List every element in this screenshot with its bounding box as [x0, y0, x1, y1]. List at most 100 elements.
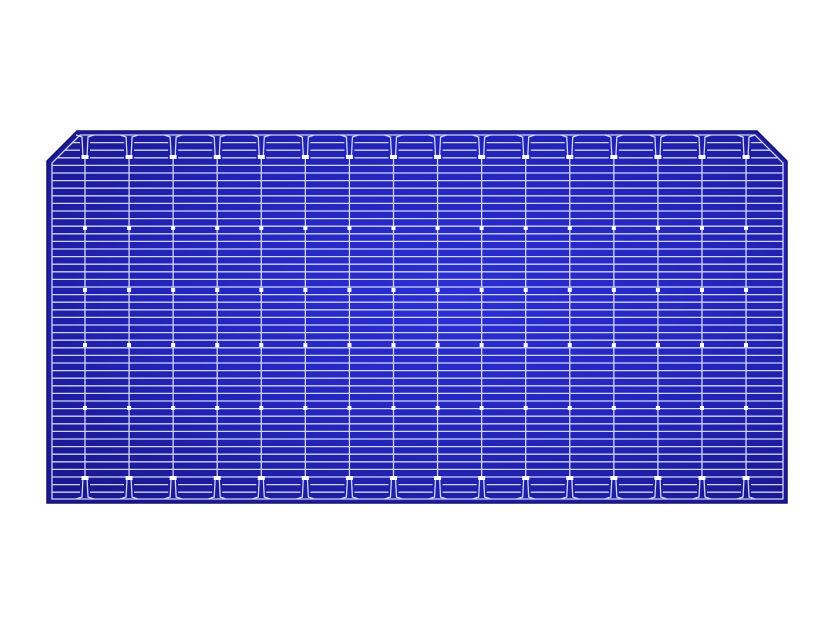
solder-pad	[742, 155, 750, 159]
busbar-bottom-notch	[560, 477, 579, 500]
solder-pad	[435, 406, 440, 410]
solder-pad	[259, 343, 264, 347]
solder-pad	[81, 155, 89, 159]
solder-pad	[523, 288, 528, 292]
solder-pad	[391, 343, 396, 347]
busbar-bottom-notch	[692, 477, 712, 500]
solder-pad	[654, 476, 662, 480]
solder-pad	[345, 155, 353, 159]
solder-pad	[699, 226, 704, 230]
solder-pad	[215, 226, 220, 230]
solder-pad	[81, 476, 89, 480]
busbar-top-notch	[472, 134, 491, 158]
solder-pad	[611, 343, 616, 347]
busbar-top-notch	[516, 134, 535, 158]
solder-pad	[259, 288, 264, 292]
busbar-top-notch	[252, 134, 271, 158]
solder-pad	[301, 155, 309, 159]
solder-pad	[744, 226, 749, 230]
solder-pad	[83, 343, 87, 347]
solder-pad	[611, 226, 616, 230]
busbar-top-notch	[604, 134, 624, 158]
solder-pad	[213, 476, 221, 480]
solder-pad	[523, 343, 528, 347]
busbar-bottom-notch	[516, 477, 535, 500]
busbar-top-notch	[428, 134, 447, 158]
solder-pad	[698, 476, 706, 480]
solder-pad	[611, 288, 616, 292]
busbar-bottom-notch	[428, 477, 447, 500]
solder-pad	[127, 226, 132, 230]
solder-pad	[171, 226, 176, 230]
busbar-bottom-notch	[75, 477, 95, 500]
solder-pad	[655, 288, 660, 292]
solder-pad	[389, 155, 397, 159]
solder-pad	[391, 288, 396, 292]
solder-pad	[478, 476, 486, 480]
solder-pad	[389, 476, 397, 480]
solder-pad	[567, 226, 572, 230]
solder-pad	[391, 226, 396, 230]
solder-pad	[303, 288, 308, 292]
solder-pad	[259, 406, 264, 410]
busbar-bottom-notch	[648, 477, 668, 500]
solder-pad	[478, 155, 486, 159]
solder-pad	[610, 476, 618, 480]
solder-pad	[434, 476, 442, 480]
busbar-top-notch	[692, 134, 712, 158]
solder-pad	[744, 343, 749, 347]
busbar-top-notch	[119, 134, 139, 158]
solder-pad	[566, 476, 574, 480]
solder-pad	[567, 288, 572, 292]
solder-pad	[655, 226, 660, 230]
busbar-bottom-notch	[384, 477, 403, 500]
solder-pad	[127, 343, 132, 347]
solder-pad	[127, 406, 132, 410]
solder-pad	[345, 476, 353, 480]
solder-pad	[171, 288, 176, 292]
busbar-bottom-notch	[163, 477, 183, 500]
solder-pad	[257, 476, 265, 480]
busbar-bottom-notch	[252, 477, 271, 500]
solder-pad	[303, 343, 308, 347]
busbar-bottom-notch	[472, 477, 491, 500]
solder-pad	[259, 226, 264, 230]
busbar-top-notch	[296, 134, 315, 158]
solder-pad	[125, 155, 133, 159]
solder-pad	[347, 343, 352, 347]
busbar-bottom-notch	[736, 477, 756, 500]
solder-pad	[347, 288, 352, 292]
solder-pad	[347, 226, 352, 230]
busbar-top-notch	[648, 134, 668, 158]
solder-pad	[171, 343, 176, 347]
metallization-grid	[51, 134, 784, 500]
busbar-top-notch	[340, 134, 359, 158]
solder-pad	[566, 155, 574, 159]
solder-pad	[257, 155, 265, 159]
solder-pad	[215, 406, 220, 410]
solder-pad	[610, 155, 618, 159]
busbar-bottom-notch	[604, 477, 624, 500]
solder-pad	[391, 406, 396, 410]
solder-pad	[479, 226, 484, 230]
solder-pad	[523, 226, 528, 230]
solder-pad	[83, 226, 87, 230]
solder-pad	[301, 476, 309, 480]
solder-pad	[567, 406, 572, 410]
solder-pad	[654, 155, 662, 159]
solder-pad	[347, 406, 352, 410]
solder-pad	[698, 155, 706, 159]
solder-pad	[215, 288, 220, 292]
solder-pad	[127, 288, 132, 292]
solder-pad	[171, 406, 176, 410]
solder-pad	[215, 343, 220, 347]
busbar-bottom-notch	[296, 477, 315, 500]
solder-pad	[567, 343, 572, 347]
solder-pad	[744, 406, 749, 410]
busbar-top-notch	[163, 134, 183, 158]
solder-pad	[522, 476, 530, 480]
solder-pad	[611, 406, 616, 410]
solder-pad	[169, 155, 177, 159]
solder-pad	[742, 476, 750, 480]
